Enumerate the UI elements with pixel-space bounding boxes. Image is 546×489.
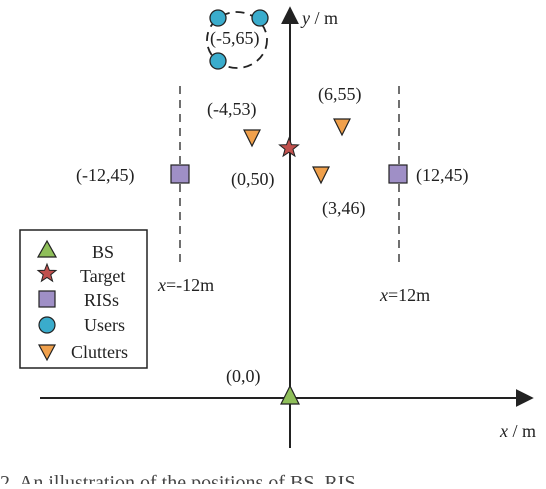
target-marker [278,136,300,158]
user-group-outline [206,11,268,69]
clutter-label-1: (-4,53) [207,99,256,120]
legend: BS Target RISs Users Clutters [19,229,148,369]
origin-label: (0,0) [226,366,261,387]
legend-label-target: Target [80,266,125,286]
bs-marker [280,384,300,405]
ris-marker [170,164,190,184]
y-axis-label: y / m [300,8,338,28]
x-axis-label: x / m [499,421,536,441]
triangle-up-icon [36,239,58,258]
clutter-marker [333,118,351,137]
ris-marker [388,164,408,184]
user-marker [251,9,269,27]
user-marker [209,9,227,27]
legend-label-clutters: Clutters [71,342,128,362]
figure-caption: 2. An illustration of the positions of B… [0,472,361,484]
triangle-down-icon [38,344,56,362]
clutter-label-2: (6,55) [318,84,362,105]
users-position-label: (-5,65) [210,28,259,49]
target-label: (0,50) [231,169,275,190]
clutter-marker [243,129,261,148]
dashed-line-right-label: x=12m [379,285,430,305]
legend-label-users: Users [84,315,125,335]
legend-label-bs: BS [92,242,114,262]
ris-label-right: (12,45) [416,165,469,186]
legend-label-ris: RISs [84,290,119,310]
clutter-label-3: (3,46) [322,198,366,219]
ris-label-left: (-12,45) [76,165,134,186]
dashed-line-left-label: x=-12m [157,275,214,295]
star-icon [36,262,58,283]
clutter-marker [312,166,330,185]
circle-icon [38,316,56,334]
square-icon [38,290,56,308]
user-marker [209,52,227,70]
